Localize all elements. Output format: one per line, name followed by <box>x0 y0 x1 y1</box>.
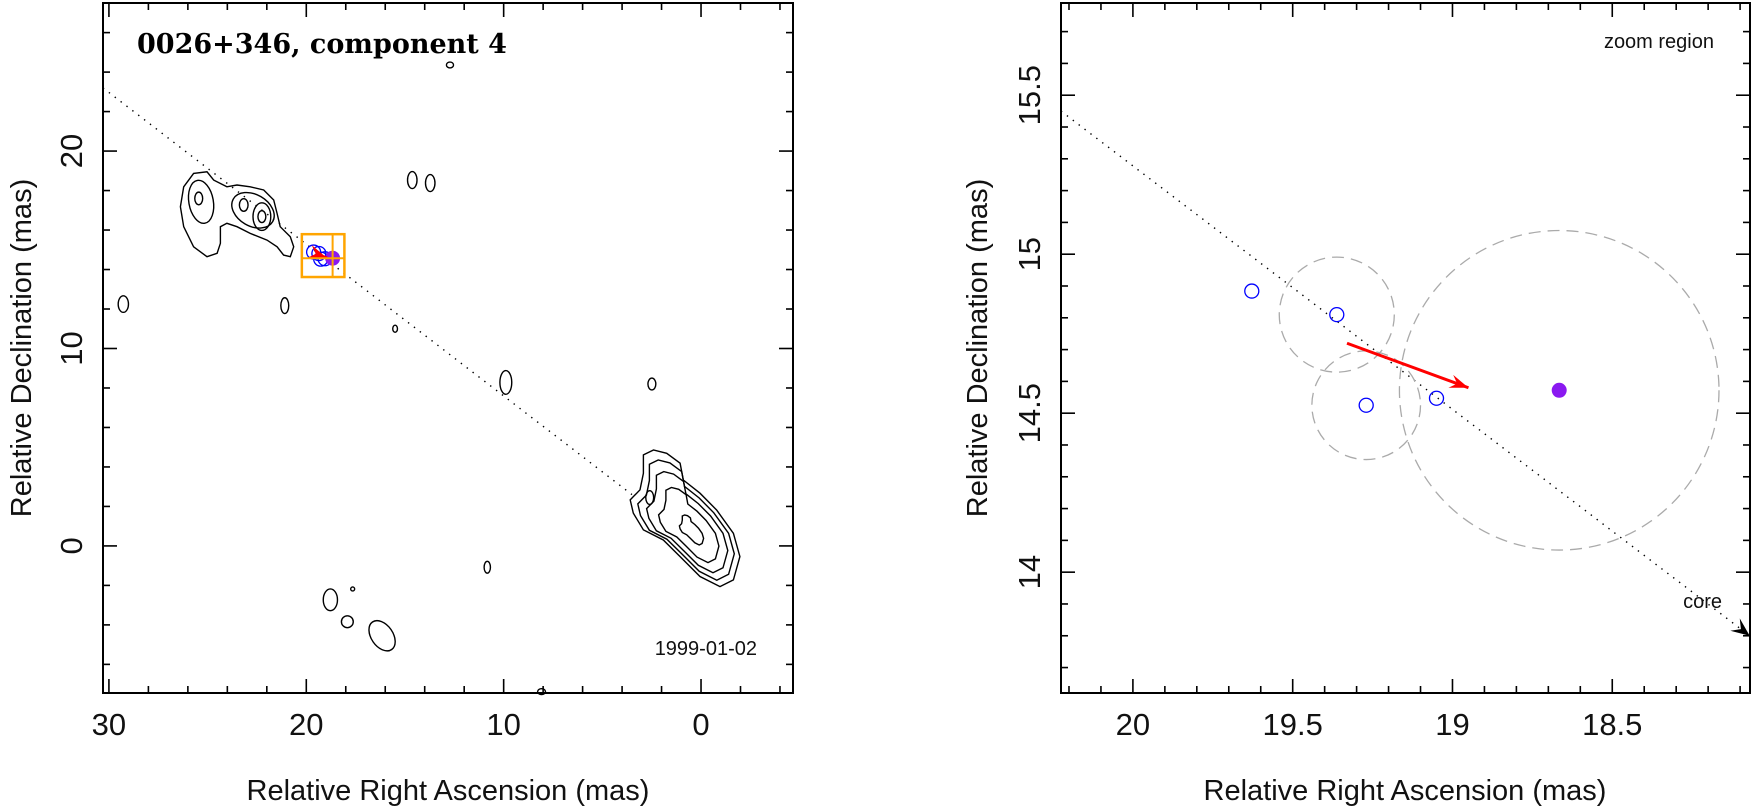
right-current-position-marker <box>1551 382 1567 398</box>
core-contour <box>657 486 720 564</box>
left-x-tick-label: 10 <box>486 707 520 742</box>
right-x-tick-label: 18.5 <box>1582 707 1642 742</box>
left-panel-full-map: 30 20 10 0 0 10 20 <box>54 2 794 742</box>
contour-ellipse <box>187 179 215 224</box>
contour-ellipse <box>406 170 418 190</box>
left-epoch-date: 1999-01-02 <box>655 638 757 660</box>
contour-ellipse <box>257 209 267 224</box>
jet-contour <box>179 171 295 258</box>
right-panel-zoom-region: 20 19.5 19 18.5 14 14.5 15 15.5 <box>1012 2 1751 742</box>
right-core-label: core <box>1683 591 1722 613</box>
contour-ellipse <box>117 295 130 314</box>
left-jet-axis-dotted-line <box>102 87 633 496</box>
right-velocity-arrowhead <box>1448 374 1469 388</box>
right-y-tick-label: 15.5 <box>1012 65 1047 125</box>
core-contour <box>629 449 741 588</box>
contour-ellipse <box>231 191 275 229</box>
right-y-tick-label: 14 <box>1012 555 1047 589</box>
contour-ellipse <box>536 687 547 696</box>
right-velocity-arrow <box>1346 341 1469 390</box>
left-x-tick-label: 30 <box>92 707 126 742</box>
contour-ellipse <box>349 586 356 592</box>
right-position-error-circle <box>1278 256 1395 373</box>
contour-ellipse <box>483 560 492 574</box>
zoom-region-box <box>300 232 346 279</box>
core-direction-arrowhead-icon <box>1730 618 1750 636</box>
left-x-tick-label: 20 <box>289 707 323 742</box>
left-y-tick-label: 10 <box>54 331 89 365</box>
left-velocity-arrowhead <box>307 245 328 259</box>
contour-ellipse <box>445 61 455 69</box>
right-y-axis-label: Relative Declination (mas) <box>962 179 994 517</box>
contour-ellipse <box>647 377 657 391</box>
right-component-position-marker <box>1329 306 1345 323</box>
right-position-error-circle <box>1311 350 1422 461</box>
contour-ellipse <box>392 324 399 334</box>
contour-ellipse <box>322 588 339 612</box>
left-plot-frame <box>102 2 794 694</box>
left-x-axis-label: Relative Right Ascension (mas) <box>247 775 650 807</box>
right-x-tick-label: 19 <box>1435 707 1469 742</box>
left-plot-title: 0026+346, component 4 <box>137 29 507 60</box>
right-component-position-marker <box>1358 397 1374 413</box>
contour-ellipse <box>238 197 249 212</box>
right-current-error-circle <box>1398 229 1720 551</box>
contour-ellipse <box>499 369 513 395</box>
right-y-tick-label: 15 <box>1012 237 1047 271</box>
right-plot-frame <box>1060 2 1751 694</box>
contour-ellipse <box>280 297 290 315</box>
core-contour <box>645 470 729 574</box>
contour-ellipse <box>368 619 396 652</box>
left-y-tick-label: 0 <box>54 537 89 554</box>
core-contour <box>637 459 736 581</box>
right-x-tick-label: 20 <box>1116 707 1150 742</box>
left-y-tick-label: 20 <box>54 134 89 168</box>
left-y-axis-label: Relative Declination (mas) <box>6 179 38 517</box>
right-x-tick-label: 19.5 <box>1263 707 1323 742</box>
right-component-position-marker <box>1244 283 1260 299</box>
left-x-tick-label: 0 <box>692 707 709 742</box>
right-y-tick-label: 14.5 <box>1012 383 1047 443</box>
contour-ellipse <box>424 173 436 193</box>
contour-ellipse <box>645 489 655 506</box>
right-component-position-marker <box>1428 390 1445 406</box>
right-x-axis-label: Relative Right Ascension (mas) <box>1204 775 1607 807</box>
right-jet-axis-dotted-line <box>1060 110 1751 637</box>
contour-ellipse <box>194 191 204 206</box>
core-contour <box>678 514 705 546</box>
contour-ellipse <box>252 202 272 232</box>
right-zoom-region-label: zoom region <box>1604 31 1714 53</box>
contour-ellipse <box>340 615 354 629</box>
